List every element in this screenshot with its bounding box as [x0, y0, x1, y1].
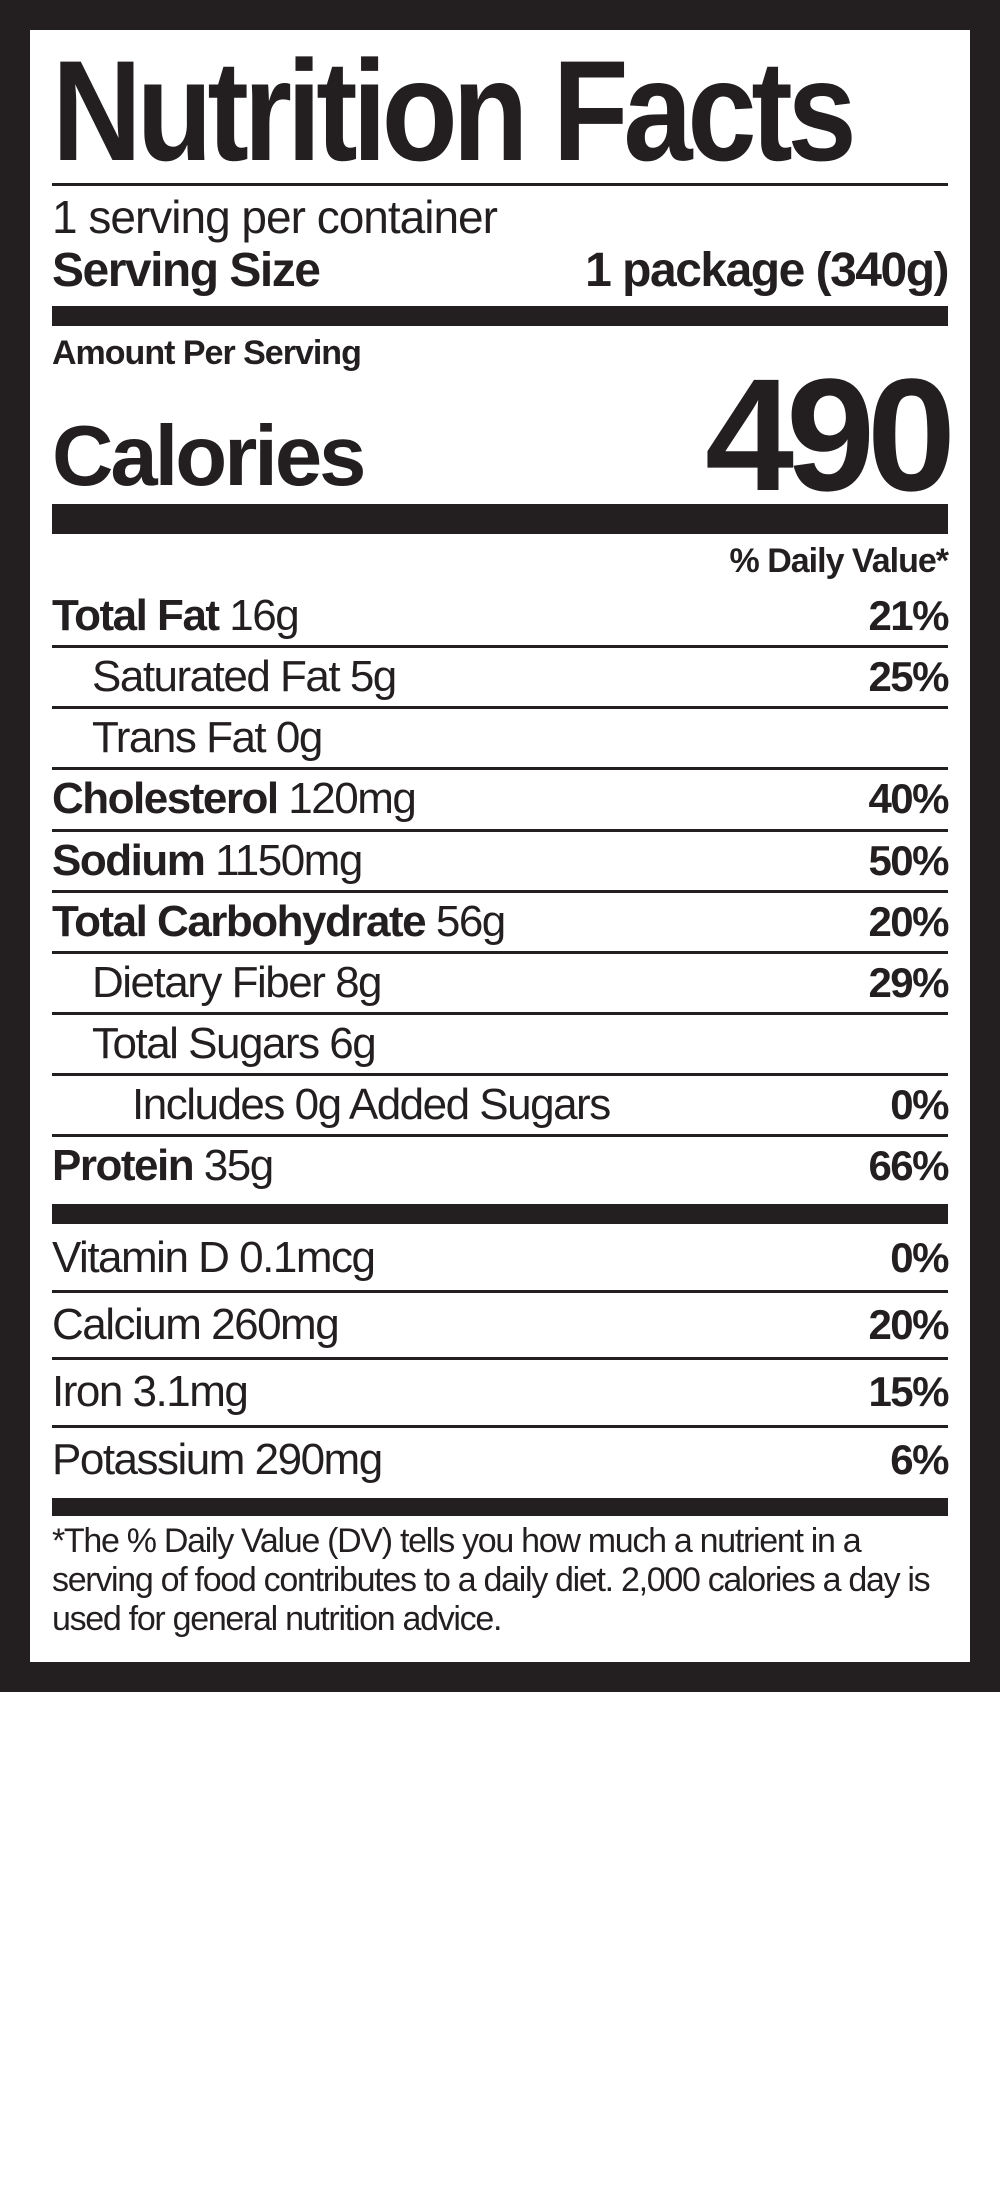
- nutrients-list: Total Fat 16g 21% Saturated Fat 5g 25% Trans…: [52, 587, 948, 1196]
- nutrient-row: Total Fat 16g 21%: [52, 587, 948, 645]
- nutrient-label: Saturated Fat 5g: [52, 654, 396, 700]
- vitamin-dv: 20%: [868, 1302, 948, 1348]
- nutrient-row: Trans Fat 0g: [52, 706, 948, 767]
- nutrient-label: Dietary Fiber 8g: [52, 960, 381, 1006]
- serving-size-value: 1 package (340g): [585, 245, 948, 298]
- serving-size-row: Serving Size 1 package (340g): [52, 245, 948, 298]
- calories-label: Calories: [52, 417, 363, 498]
- vitamin-dv: 6%: [890, 1437, 948, 1483]
- nutrient-row: Includes 0g Added Sugars 0%: [52, 1073, 948, 1134]
- nutrient-dv: 50%: [868, 839, 948, 883]
- nutrient-dv: 40%: [868, 777, 948, 821]
- nutrient-label: Protein 35g: [52, 1143, 273, 1189]
- nutrient-label: Total Carbohydrate 56g: [52, 899, 505, 945]
- nutrient-dv: 29%: [868, 961, 948, 1005]
- nutrient-label: Cholesterol 120mg: [52, 776, 415, 822]
- nutrient-label: Total Sugars 6g: [52, 1021, 375, 1067]
- nutrient-label: Includes 0g Added Sugars: [52, 1082, 610, 1128]
- nutrient-dv: 66%: [868, 1144, 948, 1188]
- serving-size-label: Serving Size: [52, 245, 319, 298]
- nutrient-label: Total Fat 16g: [52, 593, 298, 639]
- vitamin-row: Potassium 290mg 6%: [52, 1425, 948, 1492]
- nutrient-row: Dietary Fiber 8g 29%: [52, 951, 948, 1012]
- daily-value-header: % Daily Value*: [52, 534, 948, 587]
- nutrient-row: Protein 35g 66%: [52, 1134, 948, 1195]
- nutrient-dv: 21%: [868, 594, 948, 638]
- vitamin-label: Calcium 260mg: [52, 1301, 338, 1349]
- vitamin-dv: 0%: [890, 1235, 948, 1281]
- nutrient-row: Total Carbohydrate 56g 20%: [52, 890, 948, 951]
- vitamin-dv: 15%: [868, 1369, 948, 1415]
- panel-title: Nutrition Facts: [52, 40, 948, 183]
- vitamin-label: Vitamin D 0.1mcg: [52, 1234, 374, 1282]
- servings-per-container: 1 serving per container: [52, 186, 948, 245]
- nutrient-row: Saturated Fat 5g 25%: [52, 645, 948, 706]
- vitamin-label: Iron 3.1mg: [52, 1368, 247, 1416]
- vitamin-row: Calcium 260mg 20%: [52, 1290, 948, 1357]
- nutrient-row: Sodium 1150mg 50%: [52, 829, 948, 890]
- nutrient-dv: 25%: [868, 655, 948, 699]
- vitamin-row: Iron 3.1mg 15%: [52, 1357, 948, 1424]
- nutrient-label: Trans Fat 0g: [52, 715, 322, 761]
- footnote: *The % Daily Value (DV) tells you how mu…: [52, 1516, 948, 1639]
- calories-value: 490: [705, 373, 948, 498]
- calories-row: Calories 490: [52, 373, 948, 498]
- nutrient-row: Cholesterol 120mg 40%: [52, 767, 948, 828]
- nutrient-dv: 0%: [890, 1083, 948, 1127]
- nutrient-label: Sodium 1150mg: [52, 838, 362, 884]
- vitamins-list: Vitamin D 0.1mcg 0% Calcium 260mg 20% Iron 3…: [52, 1224, 948, 1493]
- vitamin-row: Vitamin D 0.1mcg 0%: [52, 1224, 948, 1290]
- vitamin-label: Potassium 290mg: [52, 1436, 382, 1484]
- nutrient-dv: 20%: [868, 900, 948, 944]
- nutrient-row: Total Sugars 6g: [52, 1012, 948, 1073]
- nutrition-facts-panel: Nutrition Facts 1 serving per container …: [0, 0, 1000, 1692]
